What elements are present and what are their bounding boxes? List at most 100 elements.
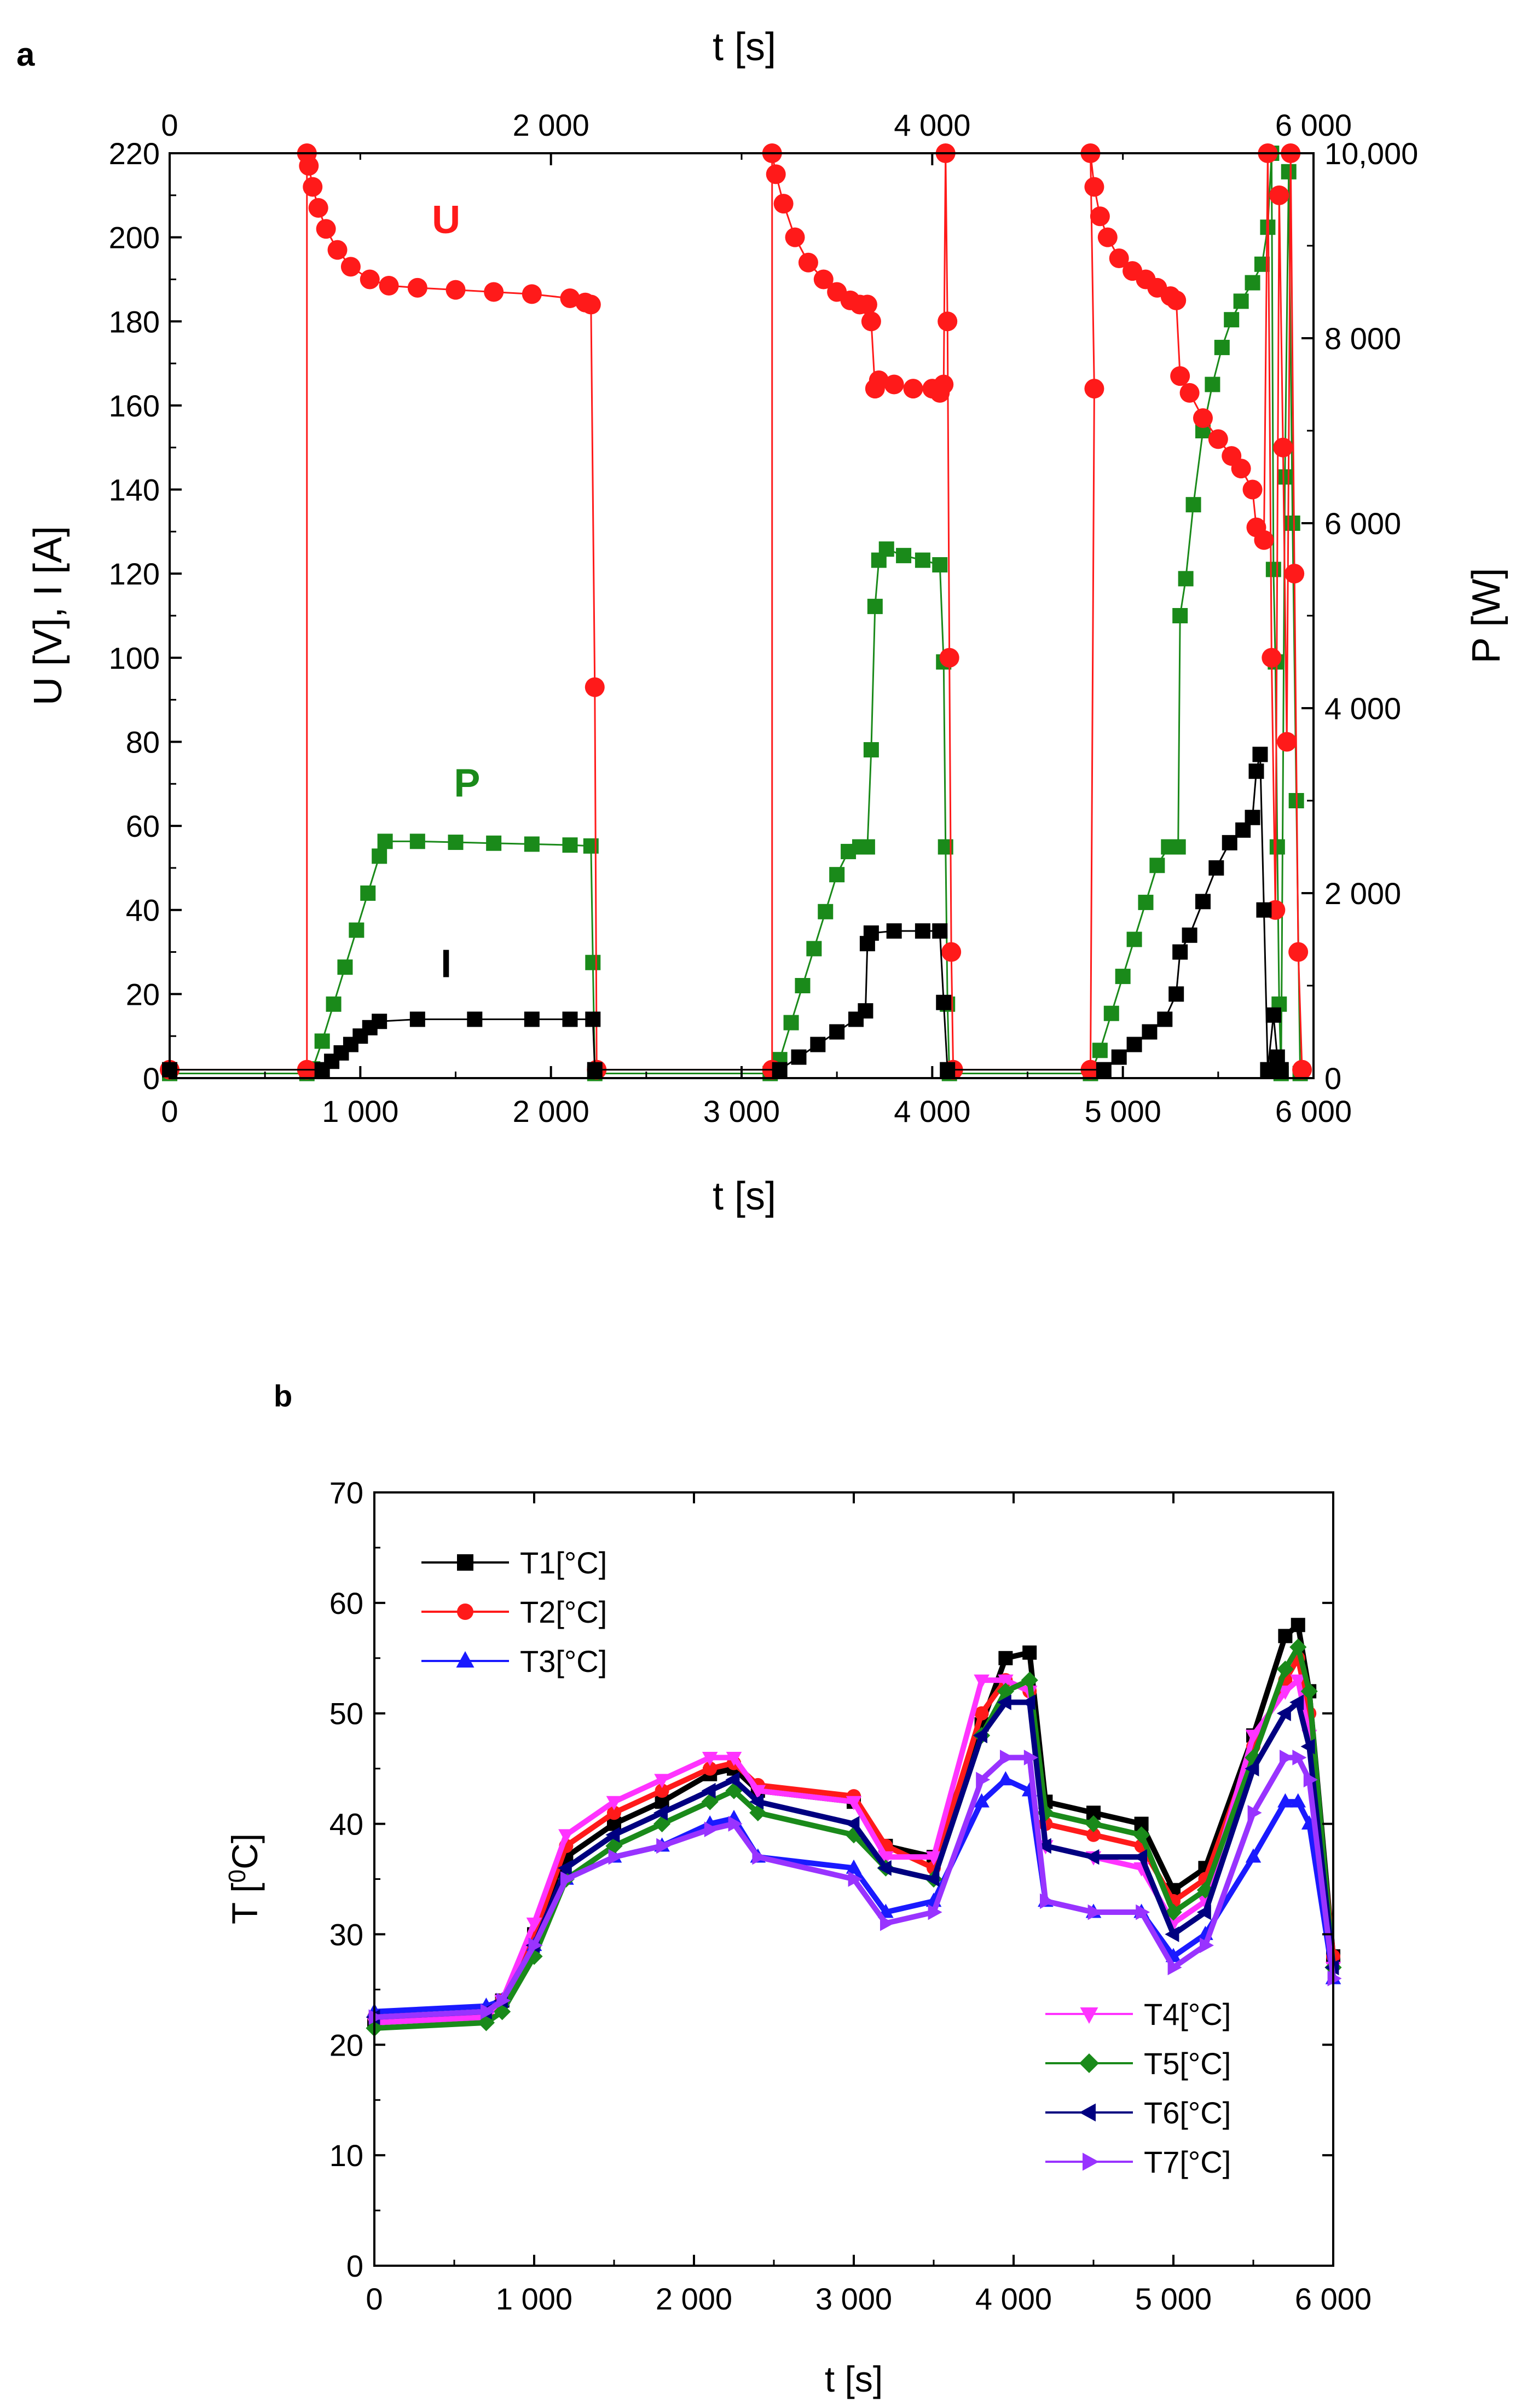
series-I-point [1195,894,1211,910]
series-T7-point [1136,1904,1150,1920]
a-left-y-tick-label: 160 [109,389,160,423]
series-U-point [308,198,328,218]
a-left-y-tick-label: 20 [126,977,160,1011]
series-I-point [810,1037,826,1052]
b-y-tick-label: 40 [329,1807,363,1842]
series-T2-point [607,1805,621,1820]
series-P-point [562,837,578,853]
legend-item-T7: T7[°C] [1045,2145,1231,2179]
series-I-point [585,1011,601,1027]
a-x-tick-label: 5 000 [1085,1094,1161,1128]
series-T7-point [1167,1959,1182,1976]
series-I-point [524,1011,540,1027]
b-y-tick-label: 20 [329,2028,363,2062]
series-U-point [585,677,605,697]
b-y-tick-label: 60 [329,1586,363,1620]
panel-a-top-xlabel: t [s] [713,25,776,69]
legend-item-T5: T5[°C] [1045,2046,1231,2081]
panel-b-ylabel-main: T [ [224,1883,265,1924]
series-P-point [337,959,353,975]
series-P-point [1115,969,1131,985]
series-P-point [1269,839,1285,855]
series-U-point [1288,942,1309,962]
a-left-y-tick-label: 60 [126,809,160,843]
series-I-point [829,1024,845,1040]
series-T5-point [1276,1660,1294,1678]
series-I-point [562,1011,578,1027]
series-T4-point [925,1851,942,1866]
series-U-point [1262,647,1282,668]
series-T7-point [1247,1805,1262,1821]
series-T7 [368,1750,1342,2025]
series-U-point [798,252,818,273]
series-T3-point [974,1793,990,1808]
panel-b-ylabel-tail: C] [224,1833,265,1869]
a-right-y-tick-label: 6 000 [1324,506,1401,541]
b-y-tick-label: 70 [329,1475,363,1510]
series-T6 [366,1694,1339,2025]
a-right-y-tick-label: 2 000 [1324,876,1401,911]
series-T4-point [558,1829,574,1844]
series-T7-point [560,1871,575,1887]
series-P-point [806,941,822,957]
series-U-point [1269,185,1289,205]
series-T4-point [726,1752,742,1767]
series-T1-point [1022,1645,1037,1660]
series-U-point [1170,366,1190,386]
series-T7-point [496,1993,511,2008]
panel-a-bottom-xlabel: t [s] [713,1174,776,1218]
series-P-point [448,835,464,850]
panel-b: b 0 1 000 2 000 3 000 4 000 5 000 6 000 0 10 20 30… [224,1379,1372,2399]
series-T4-point [606,1796,622,1810]
a-top-x-tick-label: 0 [161,108,178,142]
a-x-tick-label: 4 000 [894,1094,970,1128]
series-T6-point [1021,1694,1035,1710]
series-T4-point [1290,1674,1306,1689]
series-T6-point [877,1860,892,1876]
series-U-point [1084,177,1104,197]
series-P-point [878,541,894,557]
series-I-point [409,1011,425,1027]
series-T2-point [1086,1827,1101,1842]
series-T5-point [1021,1671,1038,1689]
panel-b-legend: T1[°C] T2[°C] T3[°C] T4[°C] T5[°C] T6[°C] T7[°… [421,1545,1231,2179]
series-P-point [859,839,875,855]
b-y-tick-label: 10 [329,2138,363,2173]
series-T3-point [1277,1793,1293,1808]
legend-label: T1[°C] [520,1545,607,1580]
a-x-tick-label: 1 000 [322,1094,398,1128]
series-U-point [884,374,904,395]
series-T4-line [374,1677,1336,2025]
series-T7-point [848,1871,863,1887]
series-T6-point [1085,1849,1100,1865]
series-I [162,746,1289,1078]
panel-a: a t [s] t [s] U [V], I [A] P [W] 0 1 000 2… [16,25,1508,1218]
series-T1-point [1291,1618,1305,1633]
series-T5-point [1300,1682,1318,1700]
series-I-point [940,1062,956,1078]
legend-swatch-marker [457,1554,473,1571]
series-U-point [303,177,323,197]
a-left-y-tick-label: 140 [109,473,160,507]
series-U-point [941,942,962,962]
series-T7-point [1040,1893,1054,1909]
panel-b-data-layer [366,1618,1342,2037]
series-T6-point [1300,1738,1315,1755]
series-I-point [1208,860,1224,876]
series-I-point [1126,1037,1142,1052]
series-U-point [857,294,877,315]
series-U-point [1292,1060,1312,1080]
series-T7-point [1200,1937,1214,1953]
annotation-I: I [441,942,452,986]
series-U-point [445,280,466,300]
series-P-point [360,885,376,901]
b-x-tick-label: 5 000 [1135,2282,1212,2316]
series-T1-point [1278,1629,1293,1643]
series-T2-point [655,1784,669,1798]
legend-swatch-marker [1079,2103,1096,2122]
series-T7-point [928,1904,942,1920]
series-I-point [1248,763,1264,779]
series-T7-point [704,1821,719,1837]
